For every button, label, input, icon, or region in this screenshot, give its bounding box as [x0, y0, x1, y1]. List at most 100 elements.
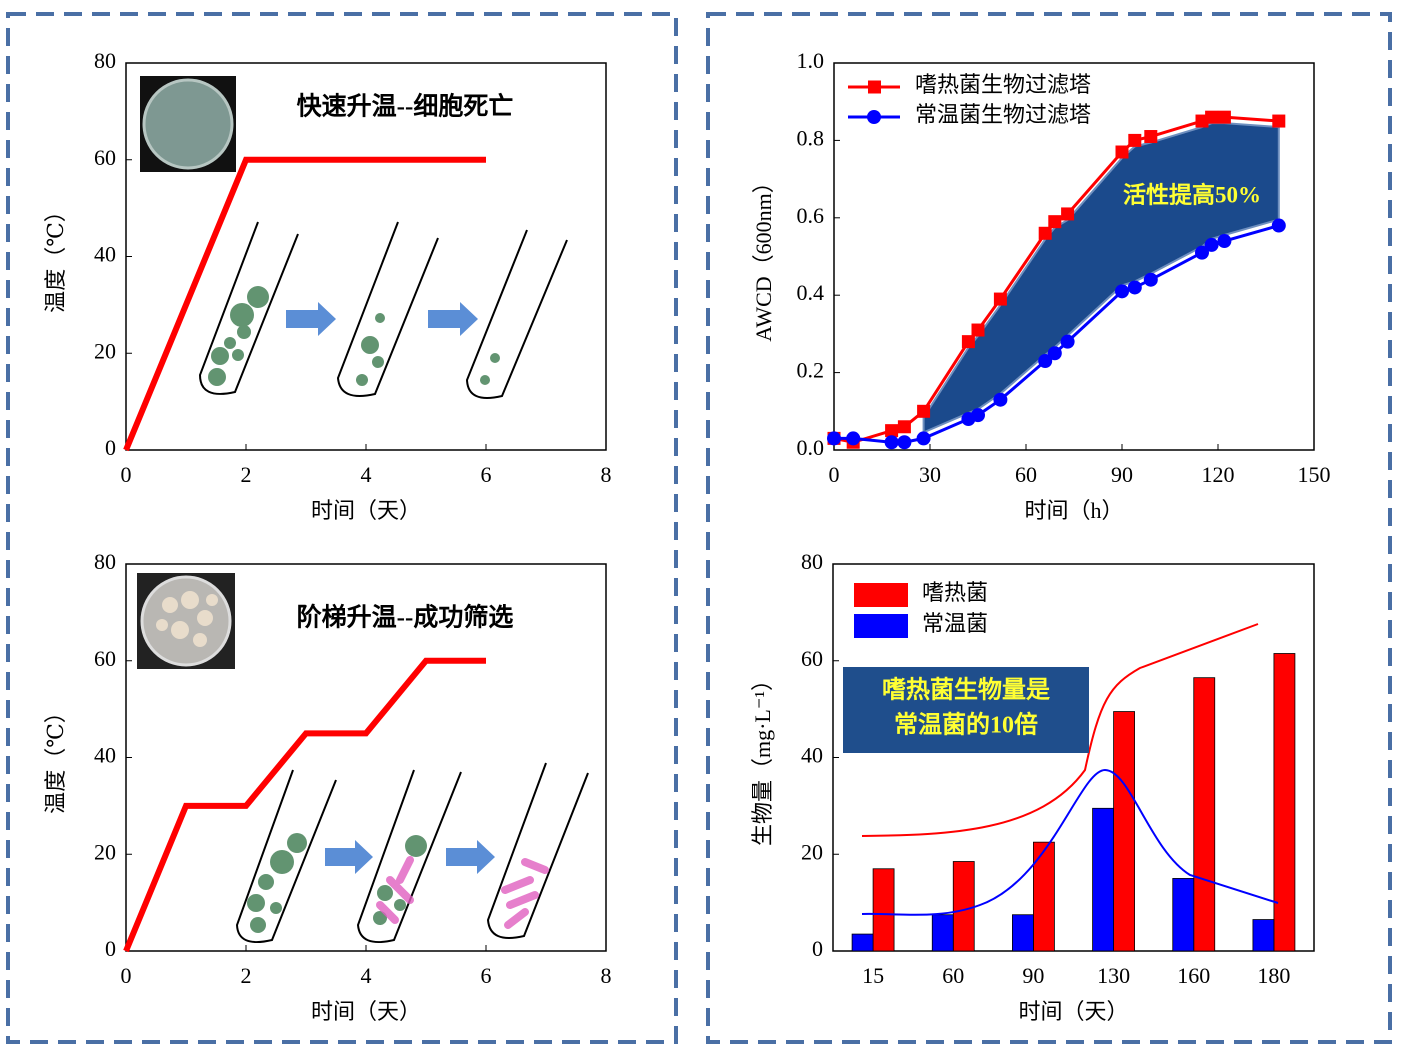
data-point	[1047, 346, 1062, 361]
x-tick-label: 30	[919, 462, 941, 487]
data-point	[846, 431, 861, 446]
x-tick-label: 120	[1202, 462, 1235, 487]
y-tick-label: 0	[105, 936, 116, 961]
x-tick-label: 6	[481, 462, 492, 487]
bar	[1193, 677, 1216, 952]
bar	[1273, 653, 1296, 952]
y-tick-label: 60	[94, 145, 116, 170]
y-tick-label: 0	[105, 435, 116, 460]
data-point	[1128, 133, 1142, 147]
legend-marker	[868, 80, 881, 94]
x-tick-label: 0	[121, 462, 132, 487]
chart-annotation: 快速升温--细胞死亡	[297, 92, 514, 121]
improvement-band	[922, 122, 1280, 434]
x-tick-label: 15	[862, 963, 884, 988]
right-panel-border	[706, 12, 1392, 1044]
x-axis-label: 时间（h）	[1024, 498, 1123, 523]
chart-annotation: 阶梯升温--成功筛选	[297, 603, 514, 632]
data-point	[916, 431, 931, 446]
y-tick-label: 60	[94, 646, 116, 671]
legend-label: 嗜热菌生物过滤塔	[915, 72, 1091, 97]
data-point	[1144, 130, 1158, 144]
x-tick-label: 4	[361, 462, 372, 487]
data-line	[123, 156, 486, 452]
data-point	[897, 420, 911, 434]
data-point	[897, 435, 912, 450]
y-tick-label: 80	[94, 48, 116, 73]
bar	[1092, 807, 1114, 952]
data-point	[885, 424, 899, 438]
data-point	[917, 404, 931, 418]
y-tick-label: 0.2	[797, 358, 825, 383]
petri-dish	[140, 575, 232, 667]
data-line	[123, 657, 486, 953]
data-point	[1060, 334, 1075, 349]
legend-label: 嗜热菌	[922, 580, 988, 605]
x-tick-label: 160	[1177, 963, 1210, 988]
x-tick-label: 90	[1111, 462, 1133, 487]
y-tick-label: 60	[801, 646, 823, 671]
data-point	[1217, 234, 1232, 249]
legend-swatch	[854, 583, 908, 607]
y-tick-label: 20	[94, 338, 116, 363]
trend-curve	[861, 623, 1259, 837]
data-point	[1205, 110, 1219, 124]
y-tick-label: 80	[801, 549, 823, 574]
data-point	[971, 323, 985, 337]
chart: 0 20 40 60 80 0 2 4 6 8 时间（天） 温度（℃） 阶梯升温--成功筛选	[43, 549, 611, 1024]
data-point	[1048, 215, 1062, 229]
x-axis-label: 时间（天）	[1018, 999, 1128, 1024]
bar	[1033, 841, 1055, 952]
y-tick-label: 0.4	[797, 280, 825, 305]
x-tick-label: 130	[1097, 963, 1130, 988]
plot-frame	[833, 62, 1315, 451]
y-tick-label: 1.0	[797, 48, 825, 73]
bar	[872, 868, 895, 952]
x-tick-label: 0	[829, 462, 840, 487]
arrows	[286, 302, 495, 874]
trend-curve	[861, 768, 1279, 916]
y-axis-label: AWCD（600nm）	[751, 171, 776, 342]
data-point	[1272, 114, 1286, 128]
x-tick-label: 8	[601, 963, 612, 988]
y-axis-label: 温度（℃）	[43, 701, 68, 814]
chart: 0 20 40 60 80 时间（天） 生物量（mg·L⁻¹） 15 60 90 130 160 180…	[750, 549, 1315, 1024]
colonies	[156, 591, 218, 647]
bar	[1012, 914, 1034, 952]
data-point	[1115, 284, 1129, 299]
x-tick-label: 60	[1015, 462, 1037, 487]
y-tick-label: 40	[801, 743, 823, 768]
y-tick-label: 40	[94, 242, 116, 267]
y-tick-label: 0.8	[797, 125, 825, 150]
y-axis-label: 生物量（mg·L⁻¹）	[750, 669, 775, 846]
data-point	[1115, 145, 1129, 159]
test-tubes	[198, 221, 589, 944]
x-tick-label: 2	[241, 462, 252, 487]
data-point	[1217, 110, 1231, 124]
data-point	[1204, 237, 1219, 252]
data-point	[1061, 207, 1075, 221]
data-point	[993, 392, 1008, 407]
x-tick-label: 150	[1298, 462, 1331, 487]
x-tick-label: 180	[1257, 963, 1290, 988]
x-tick-label: 8	[601, 462, 612, 487]
chart: 0.0 0.2 0.4 0.6 0.8 1.0 0 30 60 90 120 150 时间（h） AWCD…	[751, 48, 1330, 523]
annotation-box	[843, 667, 1089, 753]
data-point	[1038, 353, 1053, 368]
y-tick-label: 40	[94, 743, 116, 768]
pink-cells	[376, 856, 549, 929]
legend-label: 常温菌生物过滤塔	[915, 102, 1091, 127]
bar	[1113, 711, 1135, 952]
data-point	[961, 335, 975, 349]
legend-swatch	[854, 614, 908, 638]
data-point	[884, 435, 899, 450]
data-point	[993, 292, 1007, 306]
x-tick-label: 0	[121, 963, 132, 988]
y-tick-label: 0	[812, 936, 823, 961]
bar	[1252, 919, 1275, 952]
x-tick-label: 4	[361, 963, 372, 988]
data-point	[1038, 226, 1052, 240]
bar	[952, 861, 975, 952]
data-point	[1195, 245, 1209, 260]
